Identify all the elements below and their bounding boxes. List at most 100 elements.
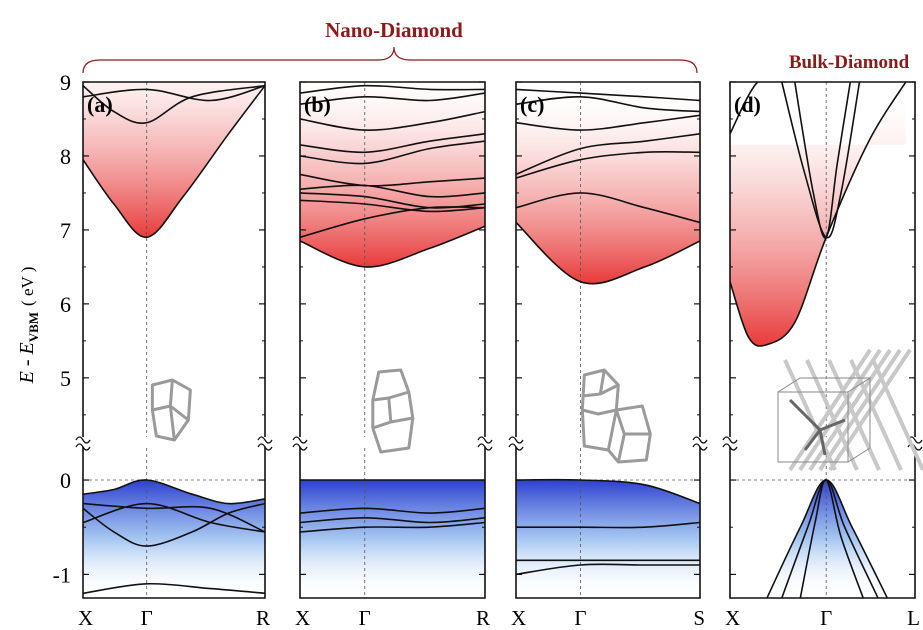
panel-frame-lower xyxy=(299,447,486,599)
band-line-4 xyxy=(300,192,485,209)
panels-group: 9 8 7 6 5 0 -1 X Γ R (a) X Γ R (b) X Γ S (c) X Γ L (d) xyxy=(53,70,923,630)
x-tick-label: R xyxy=(256,606,270,630)
panel-plot-area xyxy=(516,82,700,598)
band-line-8 xyxy=(83,582,265,595)
axis-break-mark xyxy=(692,443,708,451)
band-line-1 xyxy=(83,85,265,239)
panel-frame-lower xyxy=(729,447,916,599)
band-line-5 xyxy=(516,114,700,131)
panel-label: (d) xyxy=(734,92,761,117)
panel-plot-area xyxy=(300,82,485,598)
x-tick-label: X xyxy=(725,606,740,630)
nano-diamond-title: Nano-Diamond xyxy=(325,18,463,42)
x-tick-label: X xyxy=(295,606,310,630)
band-line-2 xyxy=(730,82,786,135)
unit-cell-box xyxy=(777,391,849,463)
y-tick-label: 5 xyxy=(60,366,71,391)
y-axis-label: E - EVBM ( eV ) xyxy=(16,267,41,385)
axis-break-mark xyxy=(508,443,524,451)
axis-break-mark xyxy=(292,443,308,451)
panel-frame-lower xyxy=(515,447,701,599)
y-axis-label-unit: ( eV ) xyxy=(18,267,37,306)
band-line-8 xyxy=(300,133,485,154)
band-line-5 xyxy=(83,502,265,533)
y-tick-label: 7 xyxy=(60,218,71,243)
axis-break-mark xyxy=(722,436,738,444)
band-line-3 xyxy=(83,84,265,102)
panel-4: X Γ L (d) xyxy=(722,81,923,630)
panel-frame-upper xyxy=(299,81,486,437)
band-line-13 xyxy=(300,507,485,514)
panel-label: (c) xyxy=(520,92,544,117)
panel-3: X Γ S (c) xyxy=(508,81,708,630)
nanocrystal-structure-sketch xyxy=(371,368,415,454)
axis-break-mark xyxy=(692,436,708,444)
x-tick-label: S xyxy=(693,606,705,630)
band-line-1 xyxy=(516,221,700,285)
band-line-6 xyxy=(300,173,485,187)
panel-frame-upper xyxy=(82,81,266,437)
axis-break-mark xyxy=(292,436,308,444)
band-line-11 xyxy=(300,84,485,94)
band-line-9 xyxy=(516,521,700,529)
panel-frame-upper xyxy=(515,81,701,437)
panel-frame-upper xyxy=(729,81,916,437)
axis-break-gap xyxy=(298,437,487,447)
band-line-4 xyxy=(516,133,700,176)
panel-plot-area xyxy=(730,82,915,598)
panel-label: (b) xyxy=(304,92,331,117)
axis-break-mark xyxy=(257,443,273,451)
panel-frame-lower xyxy=(82,447,266,599)
band-line-6 xyxy=(516,95,700,113)
svg-text:E - EVBM( eV ): E - EVBM ( eV ) xyxy=(16,267,41,385)
band-line-8 xyxy=(516,478,700,505)
band-line-4 xyxy=(83,479,265,505)
axis-break-mark xyxy=(477,436,493,444)
nanocrystal-structure-sketch xyxy=(150,378,192,442)
band-line-2 xyxy=(516,192,700,224)
y-tick-label: 6 xyxy=(60,292,71,317)
conduction-band-fill xyxy=(516,82,700,284)
x-tick-label: L xyxy=(907,606,920,630)
x-tick-label: Γ xyxy=(820,606,832,630)
axis-break-mark xyxy=(722,443,738,451)
y-tick-label: 8 xyxy=(60,144,71,169)
crystal-lattice-sketch xyxy=(783,348,923,472)
axis-break-mark xyxy=(75,443,91,451)
band-line-7 xyxy=(799,479,864,598)
axis-break-mark xyxy=(508,436,524,444)
band-line-9 xyxy=(300,110,485,131)
band-line-1 xyxy=(300,225,485,268)
panel-2: X Γ R (b) xyxy=(292,81,493,630)
panel-label: (a) xyxy=(87,92,113,117)
band-line-6 xyxy=(83,502,265,547)
diamond-bonds xyxy=(788,398,846,456)
axis-break-gap xyxy=(81,437,267,447)
panel-1: 9 8 7 6 5 0 -1 X Γ R (a) xyxy=(53,70,273,630)
x-tick-label: Γ xyxy=(574,606,586,630)
y-axis-label-main: E - E xyxy=(16,342,38,384)
valence-band-fill xyxy=(516,479,700,598)
valence-band-fill xyxy=(767,480,888,598)
band-line-7 xyxy=(300,140,485,165)
y-tick-label: 0 xyxy=(60,468,71,493)
band-line-14 xyxy=(300,516,485,524)
unit-cell-box-back xyxy=(777,377,872,463)
conduction-band-fill xyxy=(83,82,265,238)
panel-plot-area xyxy=(83,82,265,598)
valence-band-fill xyxy=(300,480,485,598)
band-line-7 xyxy=(516,88,700,102)
axis-break-mark xyxy=(477,443,493,451)
band-line-1 xyxy=(730,82,907,347)
nano-diamond-bracket xyxy=(82,46,698,74)
x-tick-label: Γ xyxy=(141,606,153,630)
band-line-3 xyxy=(300,199,485,213)
band-line-5 xyxy=(300,184,485,198)
y-tick-label: 9 xyxy=(60,70,71,95)
axis-break-mark xyxy=(257,436,273,444)
band-line-4 xyxy=(794,82,852,239)
x-tick-label: R xyxy=(476,606,490,630)
band-line-2 xyxy=(83,84,265,124)
band-line-3 xyxy=(516,150,700,179)
